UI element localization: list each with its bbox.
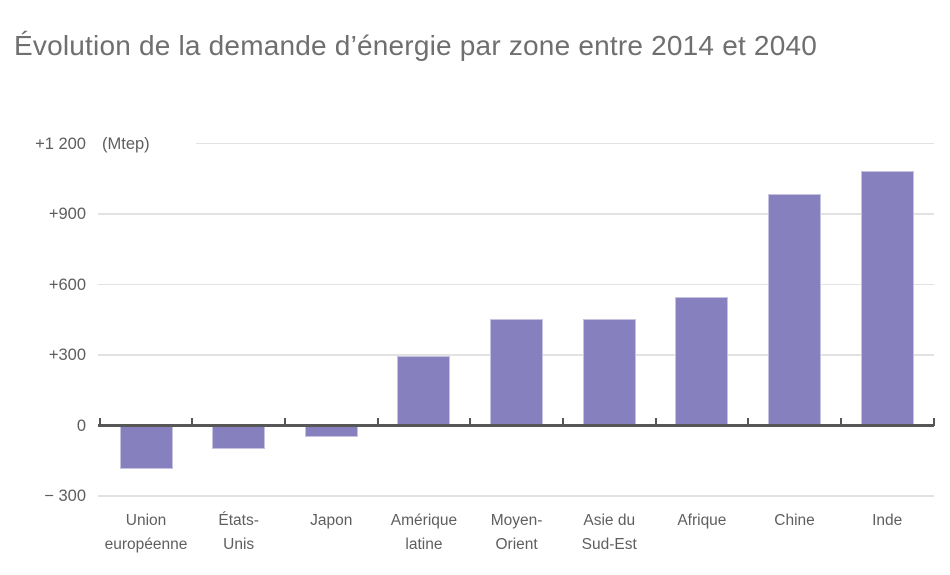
y-axis-label: +300: [48, 346, 86, 364]
chart-bar: [675, 297, 729, 426]
x-axis-category-label-line: États-: [218, 512, 259, 529]
x-axis-category-label-line: Sud-Est: [581, 536, 637, 553]
gridline: [196, 142, 934, 145]
x-axis-category-label-line: Unis: [223, 536, 255, 553]
x-axis-tick: [561, 417, 564, 426]
x-axis-tick: [283, 417, 286, 426]
x-axis-category-label: États- Unis: [183, 509, 295, 557]
x-axis-tick: [747, 417, 750, 426]
y-axis-unit-label: (Mtep): [102, 134, 150, 153]
chart-bar: [304, 425, 358, 438]
x-axis-category-label-line: Chine: [774, 512, 815, 529]
x-axis-category-label: Chine: [739, 509, 851, 533]
x-axis-category-label: Afrique: [646, 509, 758, 533]
x-axis-category-label: Union européenne: [90, 509, 202, 557]
x-axis-tick: [654, 417, 657, 426]
chart-bar: [582, 318, 636, 426]
x-axis-category-label-line: Amérique: [390, 512, 458, 529]
y-axis-label: 0: [76, 416, 86, 435]
x-axis-tick: [469, 417, 472, 426]
x-axis-category-label-line: Orient: [495, 536, 538, 553]
x-axis-category-label: Asie du Sud-Est: [553, 509, 665, 557]
x-axis-category-label: Inde: [831, 509, 943, 533]
y-axis-label: +1 200: [35, 134, 86, 153]
y-axis-label: +600: [48, 275, 86, 294]
x-axis-tick: [376, 417, 379, 426]
chart-title: Évolution de la demande d’énergie par zo…: [14, 30, 818, 61]
x-axis-category-label-line: Inde: [872, 512, 903, 529]
x-axis-category-label-line: Moyen-: [490, 512, 543, 529]
chart-bar: [768, 194, 822, 426]
x-axis-category-label-line: Japon: [310, 512, 353, 529]
x-axis-tick: [191, 417, 194, 426]
x-axis-category-label-line: Afrique: [677, 512, 727, 529]
x-axis-category-label-line: Union: [125, 512, 167, 529]
gridline: [98, 283, 934, 286]
gridline: [98, 495, 934, 497]
x-axis-tick: [932, 417, 935, 426]
gridline: [98, 213, 934, 215]
chart-bar: [397, 356, 451, 426]
x-axis-category-label: Japon: [275, 509, 387, 533]
y-axis-label: − 300: [44, 487, 86, 505]
chart-bar: [860, 170, 914, 426]
x-axis-category-label-line: Asie du: [583, 512, 636, 529]
x-axis-line: [98, 424, 934, 427]
x-axis-category-label: Moyen- Orient: [461, 509, 573, 557]
chart-bar: [212, 425, 266, 449]
chart-bar: [490, 318, 544, 426]
chart-bar: [119, 425, 173, 469]
x-axis-category-label: Amérique latine: [368, 509, 480, 557]
x-axis-tick: [839, 417, 842, 426]
x-axis-category-label-line: latine: [405, 536, 443, 553]
x-axis-category-label-line: européenne: [104, 536, 188, 553]
x-axis-tick: [98, 417, 101, 426]
y-axis-label: +900: [48, 205, 86, 223]
